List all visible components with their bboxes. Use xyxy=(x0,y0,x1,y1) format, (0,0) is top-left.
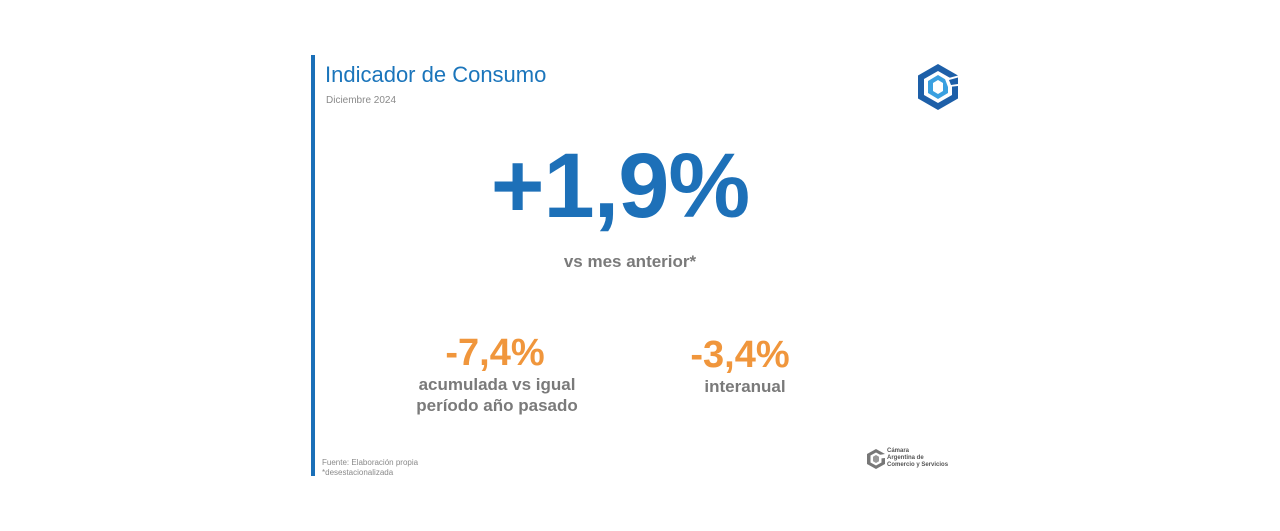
interannual-label: interanual xyxy=(704,377,786,396)
main-indicator-label: vs mes anterior* xyxy=(563,252,697,271)
organization-logo: Cámara Argentina de Comercio y Servicios xyxy=(866,448,966,472)
cac-logo-icon xyxy=(915,62,961,112)
footer-note: *desestacionalizada xyxy=(322,468,394,477)
footer-notes: Fuente: Elaboración propia *desestaciona… xyxy=(322,458,418,478)
main-indicator-value: +1,9% xyxy=(490,135,750,237)
accent-bar xyxy=(311,55,315,476)
accumulated-value: -7,4% xyxy=(445,332,545,374)
page-title: Indicador de Consumo xyxy=(325,62,547,87)
organization-name: Cámara Argentina de Comercio y Servicios xyxy=(887,448,949,468)
accumulated-label-line2: período año pasado xyxy=(416,396,578,415)
accumulated-label-line1: acumulada vs igual xyxy=(418,375,576,394)
cac-logo-small-icon xyxy=(867,449,885,469)
page-subtitle-date: Diciembre 2024 xyxy=(326,95,397,106)
interannual-value: -3,4% xyxy=(690,334,790,376)
footer-source: Fuente: Elaboración propia xyxy=(322,458,419,467)
